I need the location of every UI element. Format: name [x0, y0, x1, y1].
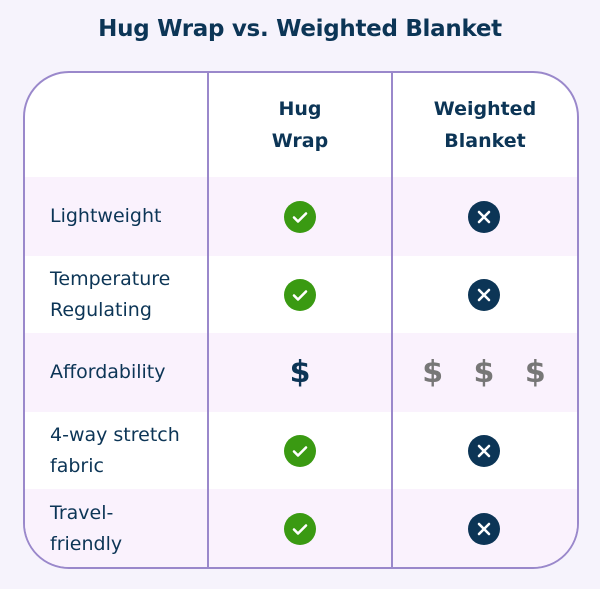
column-header-weighted-blanket: Weighted Blanket: [393, 73, 577, 177]
column-header-hug-wrap: Hug Wrap: [209, 73, 391, 177]
check-icon: [284, 512, 316, 545]
weighted-blanket-cell: $ $ $: [393, 333, 575, 412]
x-icon: [468, 200, 500, 233]
check-icon: [284, 200, 316, 233]
x-icon: [468, 512, 500, 545]
x-icon: [468, 278, 500, 311]
check-icon: [284, 278, 316, 311]
feature-label: 4-way stretch fabric: [50, 411, 210, 490]
header-line: Weighted: [433, 98, 537, 120]
feature-label: Travel-friendly: [50, 489, 210, 567]
hug-wrap-cell: [209, 177, 391, 256]
price-indicator: $ $ $: [422, 355, 556, 390]
page-title: Hug Wrap vs. Weighted Blanket: [98, 16, 502, 42]
feature-label: Temperature Regulating: [50, 255, 210, 334]
table-row: Lightweight: [25, 177, 577, 256]
header-line: Hug: [278, 98, 322, 120]
feature-line: friendly: [50, 532, 123, 555]
feature-line: Travel-: [50, 501, 114, 524]
table-row: Travel-friendly: [25, 489, 577, 567]
weighted-blanket-cell: [393, 411, 575, 490]
hug-wrap-cell: $: [209, 333, 391, 412]
weighted-blanket-cell: [393, 489, 575, 567]
comparison-table: Lightweight Temperature Regulating Afford…: [23, 71, 579, 569]
feature-line: Affordability: [50, 361, 166, 383]
hug-wrap-cell: [209, 489, 391, 567]
hug-wrap-cell: [209, 255, 391, 334]
table-row: 4-way stretch fabric: [25, 411, 577, 490]
feature-label: Lightweight: [50, 177, 210, 256]
feature-line: Lightweight: [50, 205, 162, 227]
feature-line: fabric: [50, 454, 104, 477]
x-icon: [468, 434, 500, 467]
feature-label: Affordability: [50, 333, 210, 412]
header-line: Wrap: [271, 130, 329, 152]
hug-wrap-cell: [209, 411, 391, 490]
weighted-blanket-cell: [393, 255, 575, 334]
feature-line: Temperature: [50, 267, 171, 290]
feature-line: Regulating: [50, 298, 152, 321]
header-line: Blanket: [444, 130, 526, 152]
price-indicator: $: [289, 355, 311, 390]
check-icon: [284, 434, 316, 467]
table-row: Affordability $ $ $ $: [25, 333, 577, 412]
weighted-blanket-cell: [393, 177, 575, 256]
column-divider: [207, 73, 209, 567]
table-row: Temperature Regulating: [25, 255, 577, 334]
column-divider: [391, 73, 393, 567]
feature-line: 4-way stretch: [50, 423, 180, 446]
